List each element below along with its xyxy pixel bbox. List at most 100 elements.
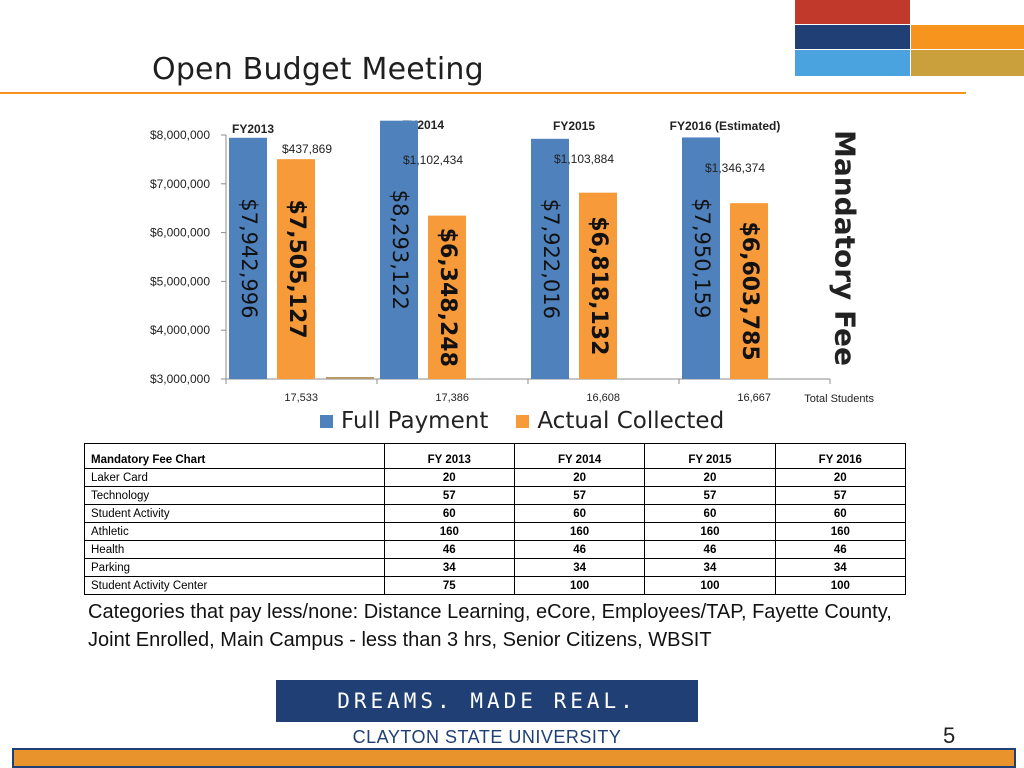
fee-value-cell: 100 — [513, 576, 646, 595]
side-title: Mandatory Fee — [820, 129, 870, 365]
fee-value-cell: 160 — [513, 522, 646, 541]
page-number: 5 — [943, 723, 956, 748]
bar-full-payment — [531, 138, 569, 379]
table-row: Student Activity Center 75 100 100 100 — [84, 576, 907, 595]
banner-text: DREAMS. MADE REAL. — [337, 689, 637, 713]
legend-full-payment: Full Payment — [320, 408, 488, 434]
mandatory-fee-bar-chart: $3,000,000 $4,000,000 $5,000,000 $6,000,000… — [150, 118, 875, 405]
fee-value-cell: 160 — [644, 522, 776, 541]
fee-table-header: FY 2013 — [383, 443, 515, 469]
bar-actual-collected — [730, 203, 768, 379]
table-row: Technology 57 57 57 57 — [84, 486, 907, 505]
data-label-actual-collected: $6,818,132 — [586, 216, 611, 355]
y-tick-label: $7,000,000 — [150, 177, 210, 191]
fee-name-cell: Health — [84, 540, 385, 559]
y-tick-label: $8,000,000 — [150, 128, 210, 142]
fee-value-cell: 160 — [383, 522, 515, 541]
slide-title: Open Budget Meeting — [152, 52, 484, 87]
legend-swatch-actual-collected — [516, 414, 530, 428]
corner-block-red — [795, 0, 910, 24]
fee-value-cell: 57 — [774, 486, 907, 505]
fee-value-cell: 160 — [774, 522, 907, 541]
corner-block-orange — [911, 25, 1024, 49]
data-label-full-payment: $8,293,122 — [388, 190, 412, 310]
fee-name-cell: Student Activity Center — [84, 576, 385, 595]
fee-value-cell: 34 — [513, 558, 646, 577]
data-label-actual-collected: $6,603,785 — [737, 221, 762, 360]
student-axis-label: Total Students — [804, 393, 874, 405]
university-name: CLAYTON STATE UNIVERSITY — [352, 727, 622, 747]
fee-value-cell: 57 — [383, 486, 515, 505]
fee-table-header-row: Mandatory Fee Chart FY 2013 FY 2014 FY 2… — [84, 443, 907, 469]
corner-decoration — [795, 0, 1024, 76]
legend-swatch-full-payment — [320, 414, 333, 428]
category-label: FY2016 (Estimated) — [670, 119, 781, 133]
fee-value-cell: 46 — [513, 540, 646, 559]
fee-table-header: Mandatory Fee Chart — [84, 443, 385, 469]
fee-value-cell: 20 — [513, 468, 646, 487]
fee-value-cell: 57 — [644, 486, 776, 505]
exemption-note: Categories that pay less/none: Distance … — [88, 601, 892, 651]
y-tick-label: $6,000,000 — [150, 226, 210, 240]
fee-value-cell: 60 — [513, 504, 646, 523]
bar-full-payment — [380, 120, 418, 379]
data-label-actual-collected: $7,505,127 — [284, 199, 309, 338]
fee-value-cell: 20 — [383, 468, 515, 487]
fee-name-cell: Athletic — [84, 522, 385, 541]
difference-label: $1,346,374 — [705, 161, 765, 175]
table-row: Student Activity 60 60 60 60 — [84, 504, 907, 523]
fee-value-cell: 60 — [774, 504, 907, 523]
fee-name-cell: Student Activity — [84, 504, 385, 523]
data-label-full-payment: $7,950,159 — [690, 198, 714, 318]
table-row: Health 46 46 46 46 — [84, 540, 907, 559]
title-rule — [0, 92, 966, 94]
corner-block-lightblue — [795, 50, 910, 76]
fee-table-header: FY 2014 — [513, 443, 646, 469]
fee-table-header: FY 2015 — [644, 443, 776, 469]
chart-legend: Full Payment Actual Collected — [320, 408, 752, 434]
student-count-label: 17,386 — [435, 392, 469, 404]
y-tick-label: $5,000,000 — [150, 274, 210, 288]
fee-value-cell: 100 — [774, 576, 907, 595]
legend-label-actual-collected: Actual Collected — [537, 408, 725, 434]
fee-value-cell: 46 — [644, 540, 776, 559]
fee-value-cell: 46 — [383, 540, 515, 559]
fee-value-cell: 20 — [774, 468, 907, 487]
fee-value-cell: 20 — [644, 468, 776, 487]
bottom-bar — [12, 748, 1016, 768]
y-tick-label: $3,000,000 — [150, 372, 210, 386]
difference-label: $1,102,434 — [403, 153, 463, 167]
fee-value-cell: 57 — [513, 486, 646, 505]
data-label-actual-collected: $6,348,248 — [435, 228, 460, 367]
fee-value-cell: 60 — [383, 504, 515, 523]
fee-value-cell: 34 — [644, 558, 776, 577]
data-label-full-payment: $7,922,016 — [539, 199, 563, 319]
category-label: FY2013 — [232, 122, 274, 136]
student-count-label: 16,667 — [737, 392, 771, 404]
data-label-full-payment: $7,942,996 — [237, 198, 261, 318]
category-label: FY2015 — [553, 119, 595, 133]
bar-actual-collected — [428, 215, 466, 379]
fee-name-cell: Technology — [84, 486, 385, 505]
mandatory-fee-table: Mandatory Fee Chart FY 2013 FY 2014 FY 2… — [84, 443, 907, 595]
table-row: Athletic 160 160 160 160 — [84, 522, 907, 541]
fee-value-cell: 75 — [383, 576, 515, 595]
legend-actual-collected: Actual Collected — [516, 408, 724, 434]
bar-actual-collected — [579, 192, 617, 379]
fee-value-cell: 60 — [644, 504, 776, 523]
fee-value-cell: 34 — [383, 558, 515, 577]
difference-label: $437,869 — [282, 142, 332, 156]
corner-block-gold — [911, 50, 1024, 76]
dreams-made-real-banner: DREAMS. MADE REAL. — [276, 680, 698, 722]
table-row: Laker Card 20 20 20 20 — [84, 468, 907, 487]
legend-label-full-payment: Full Payment — [341, 408, 489, 434]
bar-full-payment — [229, 137, 267, 379]
difference-label: $1,103,884 — [554, 152, 614, 166]
fee-value-cell: 100 — [644, 576, 776, 595]
fee-value-cell: 46 — [774, 540, 907, 559]
fee-table-header: FY 2016 — [774, 443, 907, 469]
fee-name-cell: Laker Card — [84, 468, 385, 487]
bar-full-payment — [682, 137, 720, 379]
student-count-label: 16,608 — [586, 392, 620, 404]
fee-name-cell: Parking — [84, 558, 385, 577]
